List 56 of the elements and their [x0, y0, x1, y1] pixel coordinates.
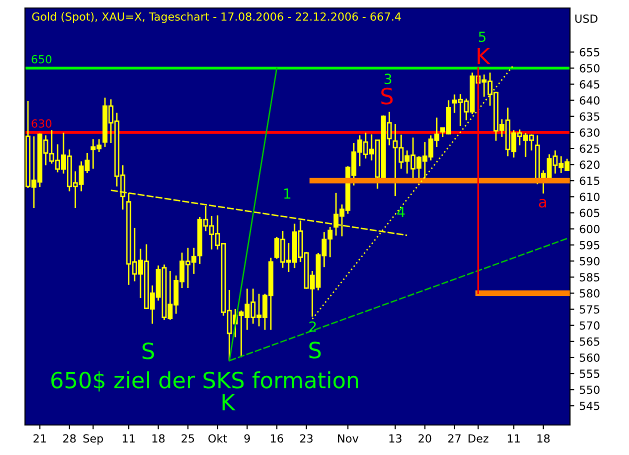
x-tick-label: 18 — [537, 434, 550, 443]
annotation: 3 — [384, 74, 392, 84]
annotation: 650$ ziel der SKS formation — [51, 371, 358, 392]
annotation: S — [381, 88, 393, 105]
y-tick-label: 650 — [580, 64, 600, 72]
y-tick-label: 595 — [580, 240, 600, 250]
y-tick-label: 575 — [580, 305, 600, 314]
y-tick-label: 640 — [580, 96, 600, 105]
x-tick-label: Dez — [468, 434, 488, 443]
ref-line-label: 630 — [32, 119, 52, 128]
y-tick-label: 635 — [580, 112, 600, 121]
annotation: 4 — [397, 206, 405, 217]
x-tick-label: Nov — [338, 434, 358, 443]
y-tick-label: 655 — [580, 48, 600, 56]
y-tick-label: 570 — [580, 321, 600, 330]
x-tick-label: Okt — [208, 434, 228, 443]
y-axis-title: USD — [575, 14, 598, 23]
y-tick-label: 630 — [580, 128, 600, 137]
annotation: 1 — [284, 188, 290, 199]
y-tick-label: 625 — [580, 144, 600, 153]
annotation: 2 — [309, 321, 316, 332]
y-tick-label: 580 — [580, 289, 600, 298]
x-tick-label: Sep — [83, 434, 103, 445]
x-tick-label: 27 — [448, 434, 461, 442]
y-tick-label: 565 — [580, 337, 600, 346]
x-tick-label: 18 — [152, 434, 165, 443]
annotation: K — [478, 48, 491, 64]
y-tick-label: 590 — [580, 257, 600, 266]
x-tick-label: 13 — [389, 434, 402, 443]
x-tick-label: 11 — [508, 434, 520, 442]
chart-title: Gold (Spot), XAU=X, Tageschart - 17.08.2006 - 22.12.2006 - 667.4 — [32, 12, 401, 23]
y-tick-label: 645 — [580, 80, 600, 89]
x-tick-label: 25 — [182, 434, 194, 443]
annotation: a — [538, 198, 546, 208]
y-tick-label: 600 — [580, 224, 600, 234]
x-tick-label: 20 — [418, 434, 432, 443]
ref-line-label: 650 — [32, 54, 52, 64]
y-tick-label: 605 — [580, 208, 600, 218]
annotation: S — [309, 342, 321, 358]
y-tick-label: 555 — [580, 370, 600, 378]
y-tick-label: 620 — [580, 160, 600, 169]
x-tick-label: 9 — [244, 434, 250, 443]
annotation: K — [222, 394, 236, 410]
annotation: 5 — [478, 32, 486, 42]
y-tick-label: 545 — [580, 402, 600, 410]
y-tick-label: 610 — [580, 192, 600, 202]
y-tick-label: 615 — [580, 176, 600, 186]
y-tick-label: 550 — [580, 386, 600, 394]
y-tick-label: 585 — [580, 273, 600, 282]
x-tick-label: 21 — [34, 434, 46, 442]
annotation: S — [142, 342, 154, 360]
x-tick-label: 28 — [63, 434, 76, 443]
x-tick-label: 16 — [270, 434, 284, 443]
x-tick-label: 11 — [122, 434, 135, 442]
x-tick-label: 23 — [300, 434, 313, 443]
y-tick-label: 560 — [580, 353, 600, 362]
